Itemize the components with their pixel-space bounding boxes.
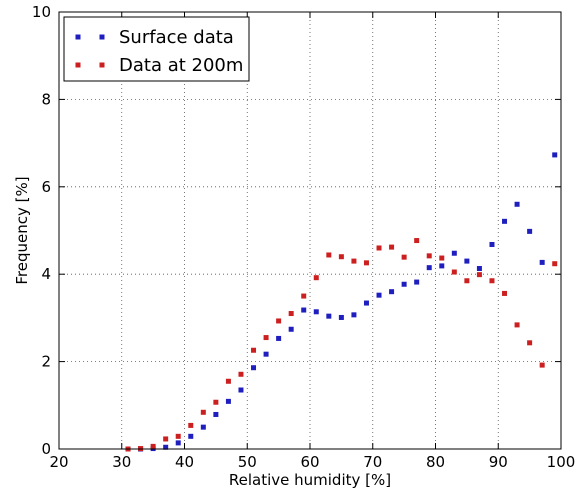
point-series-1 [389,289,395,295]
point-series-1 [464,258,470,264]
point-series-1 [326,313,332,319]
legend-marker-series-2 [75,62,81,68]
point-series-1 [476,266,482,272]
point-series-1 [175,440,181,446]
point-series-2 [439,255,445,261]
point-series-2 [326,252,332,258]
point-series-2 [401,254,407,260]
point-series-1 [288,326,294,332]
point-series-1 [313,309,319,315]
point-series-1 [263,351,269,357]
point-series-2 [514,322,520,328]
point-series-1 [225,398,231,404]
y-tick-label: 10 [32,3,51,21]
point-series-2 [502,290,508,296]
point-series-2 [188,422,194,428]
point-series-1 [539,259,545,265]
point-series-1 [213,411,219,417]
x-tick-label: 50 [238,453,257,471]
point-series-2 [150,443,156,449]
x-tick-label: 100 [547,453,576,471]
point-series-1 [338,314,344,320]
x-tick-label: 90 [489,453,508,471]
point-series-1 [163,444,169,450]
point-series-2 [451,269,457,275]
data-points [125,152,558,452]
legend: Surface data Data at 200m [63,16,250,82]
x-tick-label: 20 [49,453,68,471]
point-series-1 [514,201,520,207]
point-series-1 [376,292,382,298]
point-series-2 [426,253,432,259]
point-series-1 [414,279,420,285]
point-series-1 [251,365,257,371]
x-tick-label: 60 [300,453,319,471]
legend-box [63,16,250,82]
point-series-1 [276,335,282,341]
y-tick-label: 2 [41,353,51,371]
point-series-2 [489,278,495,284]
point-series-1 [401,281,407,287]
point-series-1 [351,312,357,318]
point-series-2 [376,245,382,251]
axis-ticks: 20 30 40 50 60 70 80 90 100 0 2 4 6 8 10 [32,3,575,471]
point-series-2 [464,278,470,284]
point-series-2 [552,261,558,267]
point-series-1 [552,152,558,158]
point-series-1 [527,228,533,234]
point-series-1 [489,241,495,247]
grid-lines [59,12,561,449]
point-series-1 [301,307,307,313]
y-tick-label: 8 [41,90,51,108]
point-series-2 [389,244,395,250]
point-series-1 [426,265,432,271]
y-tick-label: 6 [41,178,51,196]
point-series-2 [539,362,545,368]
legend-marker-series-1 [75,34,81,40]
point-series-1 [238,387,244,393]
point-series-2 [200,409,206,415]
point-series-2 [276,318,282,324]
point-series-1 [363,300,369,306]
y-axis-label: Frequency [%] [13,176,31,284]
y-tick-label: 4 [41,265,51,283]
legend-label-series-2: Data at 200m [119,55,243,76]
point-series-2 [414,238,420,244]
point-series-2 [238,371,244,377]
point-series-2 [338,254,344,260]
x-tick-label: 40 [175,453,194,471]
point-series-2 [213,399,219,405]
x-tick-label: 70 [363,453,382,471]
point-series-2 [163,436,169,442]
point-series-1 [451,250,457,256]
point-series-1 [188,433,194,439]
point-series-1 [439,263,445,269]
x-tick-label: 80 [426,453,445,471]
x-tick-label: 30 [112,453,131,471]
point-series-1 [200,424,206,430]
point-series-2 [476,272,482,278]
point-series-2 [313,275,319,281]
point-series-2 [288,311,294,317]
legend-label-series-1: Surface data [119,27,234,48]
legend-marker-series-1 [99,34,105,40]
point-series-2 [251,347,257,353]
point-series-2 [301,293,307,299]
point-series-2 [225,378,231,384]
point-series-2 [363,260,369,266]
point-series-2 [527,340,533,346]
point-series-1 [502,218,508,224]
x-axis-label: Relative humidity [%] [229,471,391,489]
legend-marker-series-2 [99,62,105,68]
point-series-2 [351,258,357,264]
y-tick-label: 0 [41,440,51,458]
point-series-2 [175,433,181,439]
point-series-2 [263,335,269,341]
